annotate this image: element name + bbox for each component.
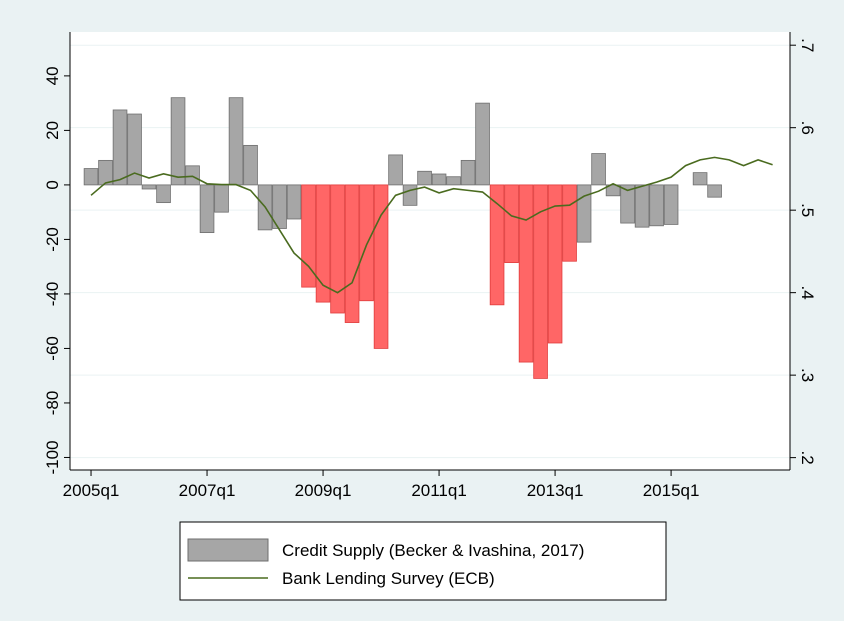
marks (83, 97, 773, 379)
y-tick-label: 0 (43, 180, 62, 189)
y2-tick-label: .2 (798, 451, 817, 465)
bar (475, 102, 490, 186)
line (90, 156, 773, 294)
bar (460, 159, 476, 186)
legend-swatch (187, 538, 269, 562)
y-tick-label: -100 (43, 440, 62, 474)
y2-tick-label: .6 (798, 121, 817, 135)
bar (373, 184, 389, 349)
y2-tick-label: .3 (798, 368, 817, 382)
bar (228, 97, 244, 186)
x-tick-label: 2015q1 (643, 481, 700, 500)
bar (591, 153, 606, 186)
y-tick-label: -20 (43, 227, 62, 252)
bar (707, 184, 722, 198)
bar (388, 154, 403, 186)
bar (518, 184, 534, 363)
x-tick-label: 2009q1 (295, 481, 352, 500)
x-tick-label: 2005q1 (63, 481, 120, 500)
legend-label: Bank Lending Survey (ECB) (282, 569, 495, 588)
bar (286, 184, 302, 220)
bar (214, 184, 229, 213)
bar (156, 184, 171, 204)
axes: .2 .3 .4 .5 .6 .7 -100 -80 -60 -40 -20 0 20 40 2005q1 2… (43, 32, 817, 500)
bar (359, 184, 374, 302)
x-tick-label: 2011q1 (411, 481, 466, 500)
y-tick-label: -80 (43, 391, 62, 416)
bar (402, 184, 418, 206)
y-tick-label: -40 (43, 282, 62, 307)
bar (199, 184, 215, 234)
bar (533, 184, 548, 379)
bar (301, 184, 316, 288)
bar (127, 113, 142, 186)
bar (417, 170, 432, 186)
bar (170, 97, 186, 186)
plot-area (70, 32, 790, 470)
bar (446, 176, 461, 186)
bar (634, 184, 650, 228)
bar (663, 184, 679, 225)
bar (112, 109, 128, 186)
y2-tick-label: .7 (798, 38, 817, 52)
bar (330, 184, 345, 314)
bar (243, 144, 258, 186)
y2-tick-label: .4 (798, 286, 817, 300)
bar (489, 184, 505, 306)
y2-tick-label: .5 (798, 203, 817, 217)
bar (315, 184, 331, 303)
y-tick-label: -60 (43, 336, 62, 361)
x-tick-label: 2007q1 (179, 481, 236, 500)
bar (98, 159, 113, 186)
bar (605, 184, 621, 197)
bar (562, 184, 577, 262)
bar (576, 184, 592, 243)
bar (185, 165, 200, 186)
bar (504, 184, 519, 263)
bar (649, 184, 664, 227)
bar (692, 172, 708, 186)
y-tick-label: 40 (43, 66, 62, 85)
bar (141, 184, 157, 190)
bar (83, 168, 99, 186)
bar (431, 173, 447, 186)
bar (620, 184, 635, 224)
grid (70, 44, 790, 459)
bar (344, 184, 360, 323)
legend-label: Credit Supply (Becker & Ivashina, 2017) (282, 541, 584, 560)
y-tick-label: 20 (43, 121, 62, 140)
bar (547, 184, 563, 344)
x-tick-label: 2013q1 (527, 481, 584, 500)
